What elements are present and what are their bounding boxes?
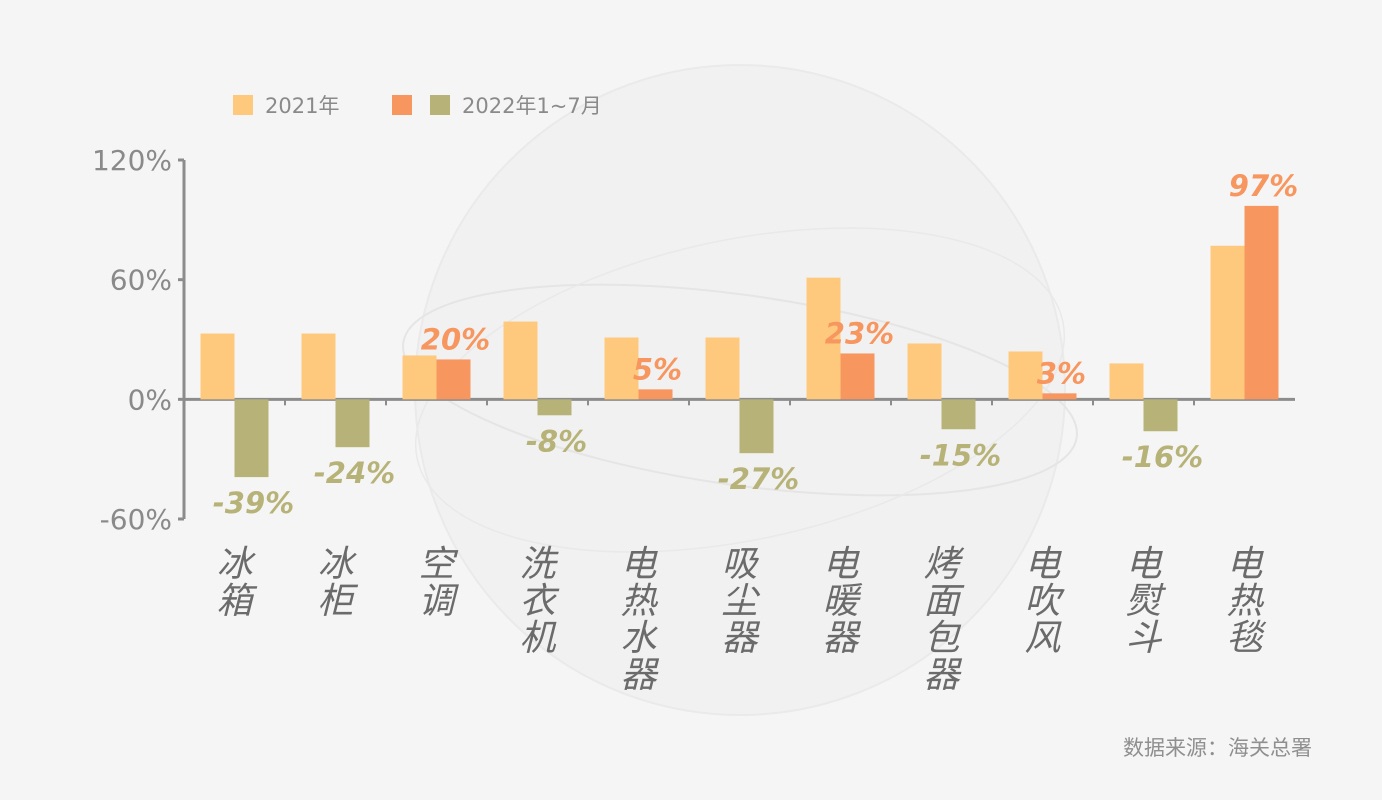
bar-2022 [1244, 205, 1279, 400]
category-label: 洗衣机 [519, 544, 559, 659]
legend-swatch [430, 95, 450, 115]
y-tick-label: 120% [92, 144, 172, 177]
y-tick-label: -60% [100, 503, 172, 536]
legend-swatch [233, 95, 253, 115]
source-note: 数据来源：海关总署 [1123, 736, 1312, 760]
bar-2022 [537, 399, 572, 416]
data-label-2022: 97% [1229, 169, 1298, 203]
data-labels: -39% -24% 20% -8% 5% -27% 23% -15% 3% -16% 97% [213, 169, 1298, 520]
category-label: 电吹风 [1024, 544, 1065, 659]
category-label: 电熨斗 [1125, 544, 1166, 659]
category-label: 空调 [418, 544, 459, 622]
bar-2022 [840, 353, 875, 400]
bar-2021 [1109, 363, 1144, 400]
legend: 2021年 2022年1~7月 [233, 94, 602, 118]
bar-2021 [604, 337, 639, 400]
data-label-2022: 5% [633, 352, 682, 386]
data-label-2022: -16% [1122, 440, 1203, 474]
data-label-2022: -15% [920, 438, 1001, 472]
data-label-2022: 20% [421, 322, 490, 356]
bar-2022 [739, 399, 774, 454]
bar-2022 [234, 399, 269, 478]
data-label-2022: 3% [1037, 356, 1086, 390]
bar-2022 [436, 359, 471, 400]
category-label: 电暖器 [822, 544, 862, 659]
bar-2022 [335, 399, 370, 448]
y-tick-label: 0% [128, 383, 172, 416]
data-label-2022: -24% [314, 456, 395, 490]
bar-2021 [301, 333, 336, 400]
bar-2022 [638, 389, 673, 400]
category-label: 冰箱 [216, 544, 257, 622]
bars [200, 205, 1279, 478]
category-label: 烤面包器 [923, 544, 964, 696]
legend-label: 2022年1~7月 [462, 94, 602, 118]
y-tick-label: 60% [110, 264, 172, 297]
category-label: 吸尘器 [721, 544, 760, 659]
data-label-2022: -39% [213, 486, 294, 520]
category-label: 冰柜 [317, 544, 358, 622]
bar-2022 [1042, 393, 1077, 400]
data-label-2022: -27% [718, 462, 799, 496]
bar-2021 [402, 355, 437, 400]
bar-2021 [200, 333, 235, 400]
legend-swatch [392, 95, 412, 115]
bar-2021 [806, 277, 841, 400]
bar-2021 [1210, 245, 1245, 400]
bar-2022 [941, 399, 976, 430]
bar-2021 [705, 337, 740, 400]
bar-2021 [1008, 351, 1043, 400]
bar-2021 [907, 343, 942, 400]
bar-2021 [503, 321, 538, 400]
data-label-2022: -8% [526, 424, 587, 458]
category-label: 电热水器 [620, 544, 659, 696]
globe-background-decoration [402, 64, 1078, 716]
legend-label: 2021年 [265, 94, 339, 118]
data-label-2022: 23% [825, 316, 894, 350]
bar-2022 [1143, 399, 1178, 432]
category-label: 电热毯 [1226, 544, 1266, 659]
